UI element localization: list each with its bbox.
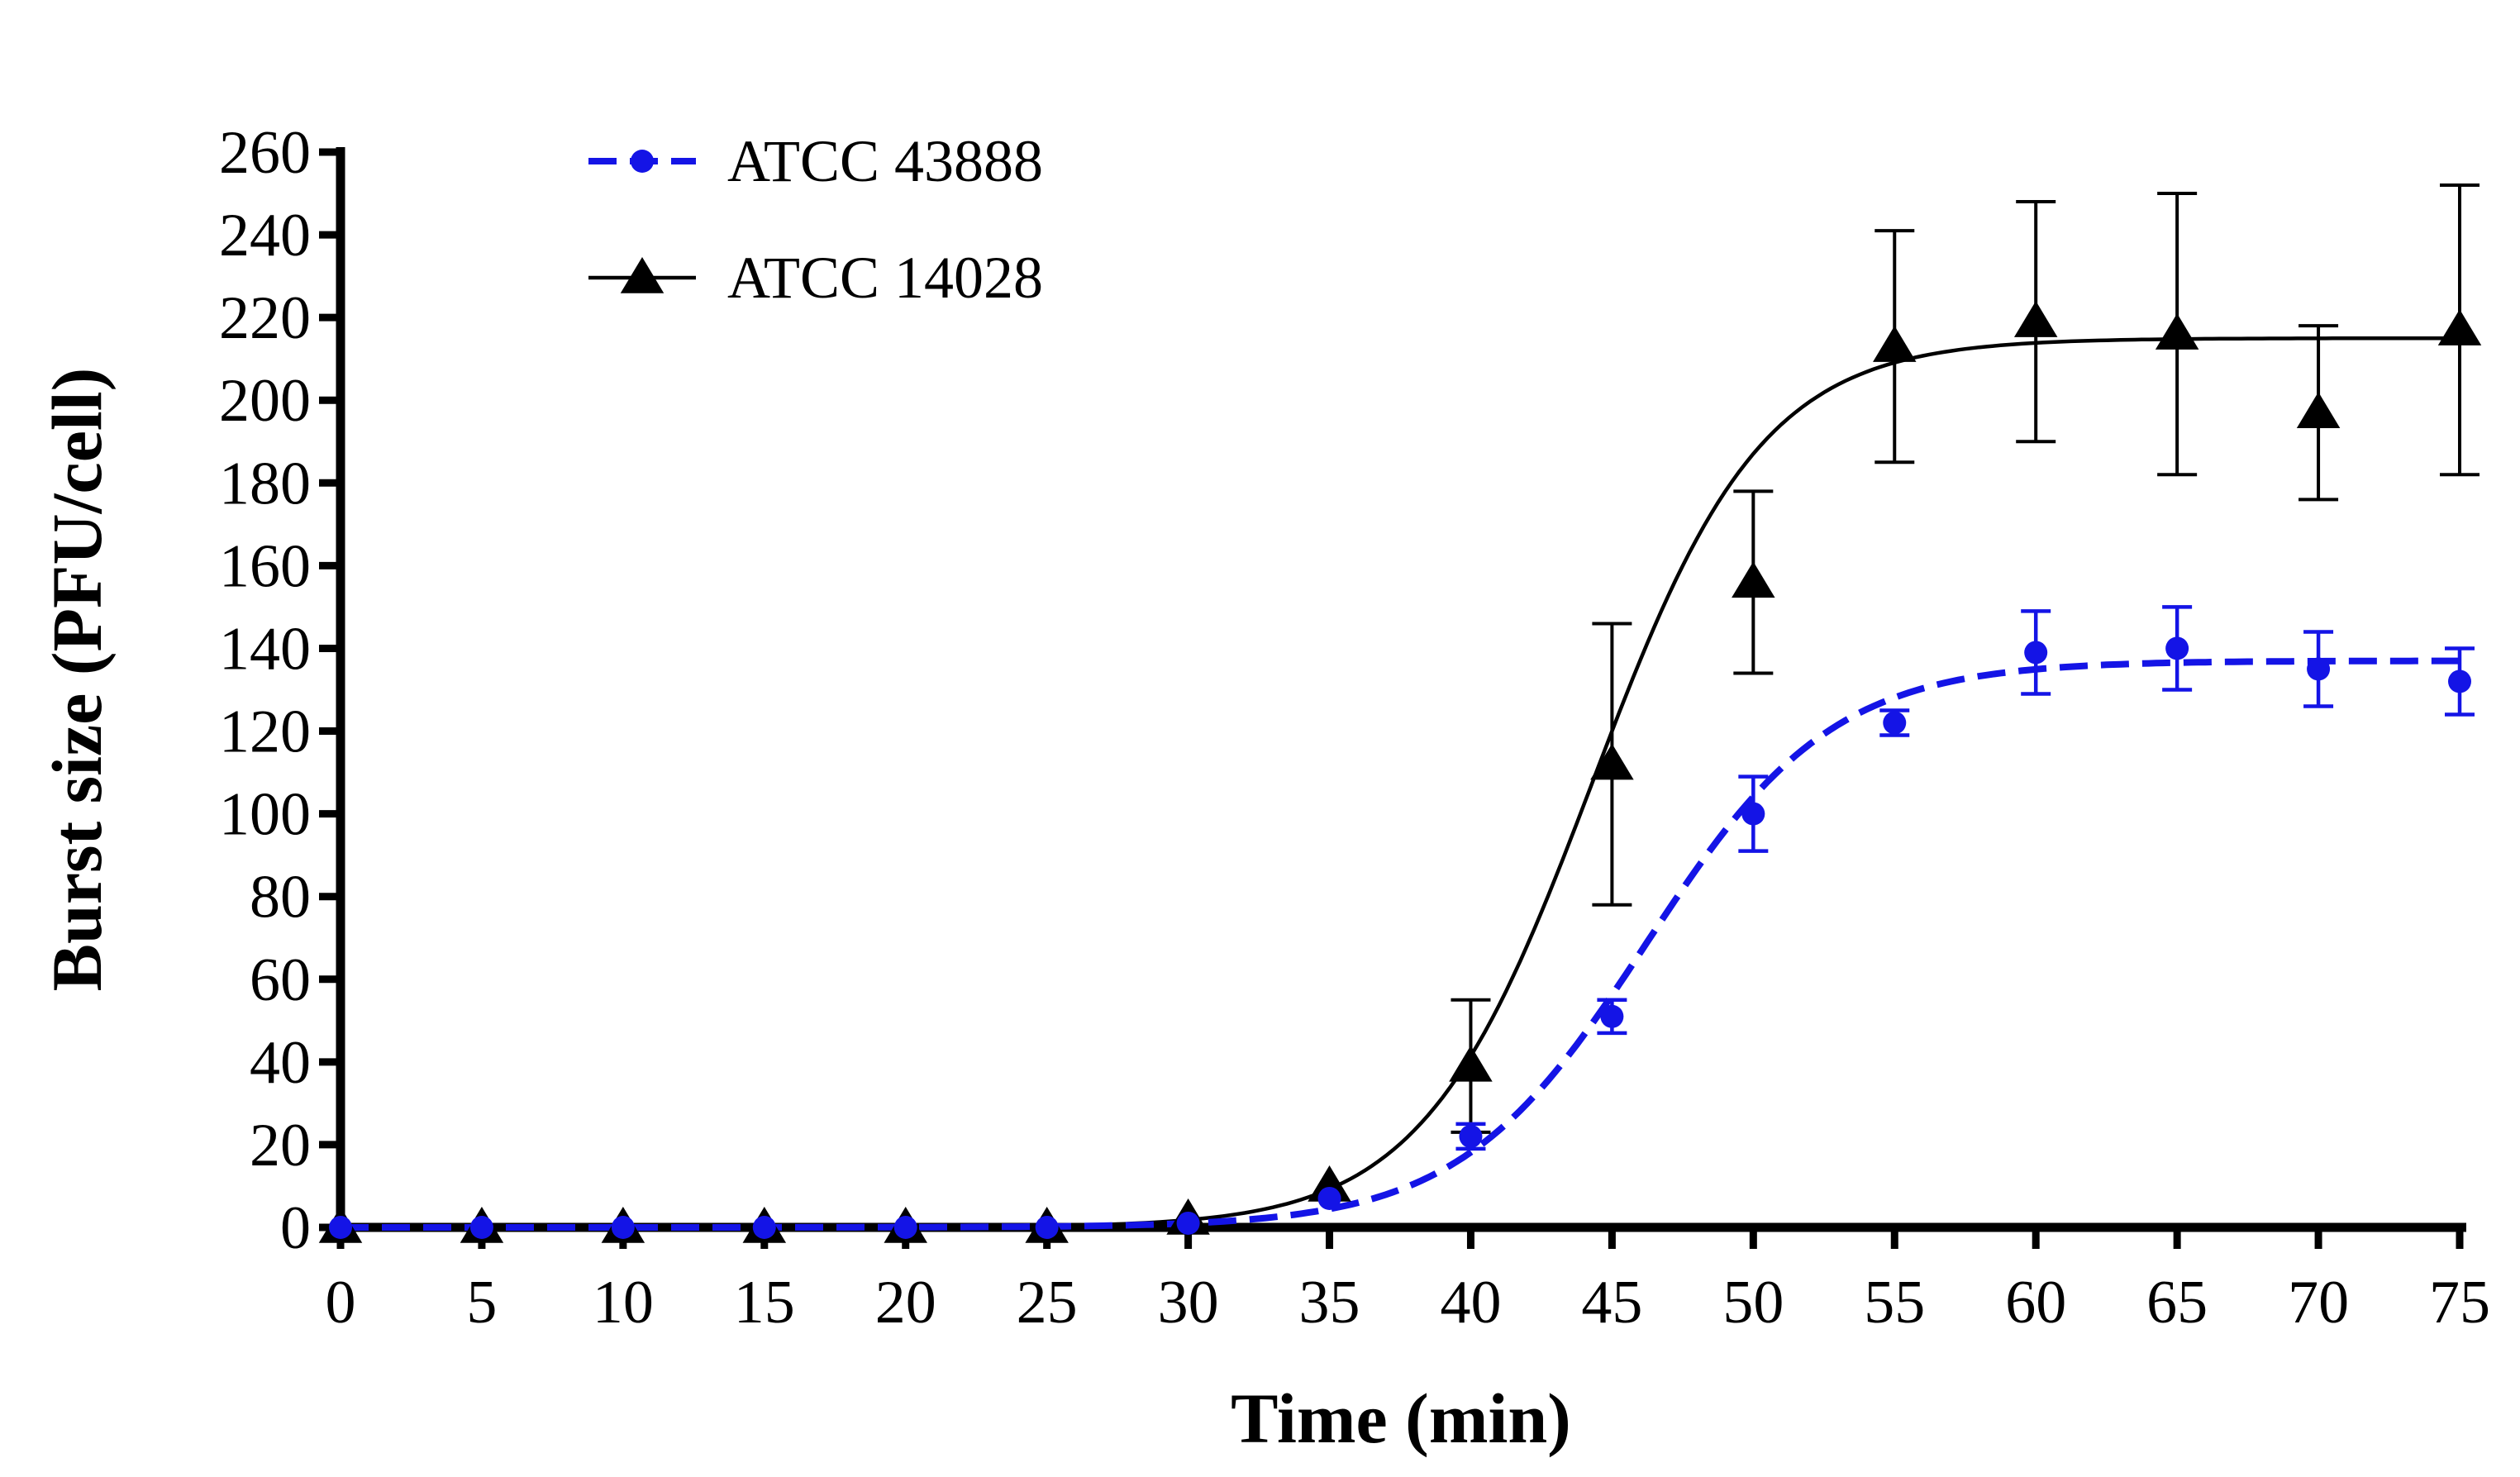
data-point-atcc-43888 bbox=[1176, 1211, 1200, 1235]
y-axis-title: Burst size (PFU/cell) bbox=[37, 368, 117, 992]
data-point-atcc-43888 bbox=[1883, 711, 1907, 735]
data-point-atcc-43888 bbox=[469, 1216, 493, 1239]
x-tick-label: 5 bbox=[466, 1269, 497, 1336]
x-tick-label: 30 bbox=[1158, 1269, 1219, 1336]
y-tick-label: 140 bbox=[219, 615, 311, 683]
x-tick-label: 50 bbox=[1722, 1269, 1784, 1336]
data-point-atcc-43888 bbox=[1459, 1124, 1483, 1148]
y-tick-label: 260 bbox=[219, 119, 311, 187]
data-point-atcc-43888 bbox=[1600, 1004, 1624, 1028]
y-tick-label: 100 bbox=[219, 781, 311, 849]
data-point-atcc-43888 bbox=[1035, 1216, 1059, 1239]
x-tick-label: 70 bbox=[2288, 1269, 2349, 1336]
data-point-atcc-14028 bbox=[2437, 309, 2482, 345]
x-tick-label: 0 bbox=[326, 1269, 356, 1336]
x-tick-label: 35 bbox=[1299, 1269, 1360, 1336]
y-tick-label: 200 bbox=[219, 367, 311, 435]
data-point-atcc-14028 bbox=[1590, 743, 1634, 780]
data-point-atcc-43888 bbox=[752, 1216, 776, 1239]
data-point-atcc-43888 bbox=[2165, 636, 2189, 660]
x-tick-label: 10 bbox=[593, 1269, 654, 1336]
data-point-atcc-14028 bbox=[1308, 1165, 1351, 1202]
x-tick-label: 20 bbox=[875, 1269, 936, 1336]
x-tick-label: 65 bbox=[2146, 1269, 2208, 1336]
data-point-atcc-43888 bbox=[2307, 657, 2331, 681]
data-point-atcc-14028 bbox=[2013, 301, 2058, 337]
data-point-atcc-43888 bbox=[1741, 802, 1765, 826]
data-point-atcc-43888 bbox=[1317, 1186, 1341, 1210]
y-tick-label: 180 bbox=[219, 450, 311, 517]
y-tick-label: 40 bbox=[250, 1029, 311, 1097]
data-point-atcc-43888 bbox=[329, 1216, 352, 1239]
x-tick-label: 55 bbox=[1864, 1269, 1925, 1336]
data-point-atcc-14028 bbox=[2296, 392, 2341, 428]
y-tick-label: 160 bbox=[219, 532, 311, 600]
y-tick-label: 240 bbox=[219, 202, 311, 269]
axes: 0 20 40 60 80 100 120 140 160 180 200 220 240 260 0 5 10… bbox=[219, 119, 2490, 1336]
data-point-atcc-43888 bbox=[2024, 641, 2048, 665]
data-point-atcc-43888 bbox=[611, 1216, 635, 1239]
fit-curves bbox=[341, 336, 2460, 1231]
legend: ATCC 43888 ATCC 14028 bbox=[588, 128, 1043, 311]
legend-entry-atcc-14028: ATCC 14028 bbox=[588, 245, 1043, 311]
x-tick-label: 40 bbox=[1440, 1269, 1501, 1336]
data-point-atcc-14028 bbox=[2155, 313, 2199, 350]
data-point-atcc-14028 bbox=[1449, 1045, 1493, 1082]
x-tick-label: 15 bbox=[734, 1269, 795, 1336]
x-tick-label: 75 bbox=[2429, 1269, 2490, 1336]
data-point-atcc-43888 bbox=[893, 1216, 917, 1239]
data-point-atcc-43888 bbox=[2448, 669, 2471, 693]
x-tick-label: 25 bbox=[1017, 1269, 1078, 1336]
fit-curve-atcc-43888 bbox=[341, 657, 2460, 1231]
y-tick-label: 20 bbox=[250, 1112, 311, 1179]
x-axis-title: Time (min) bbox=[1231, 1379, 1571, 1458]
legend-marker bbox=[631, 150, 654, 173]
data-point-atcc-14028 bbox=[1732, 561, 1775, 598]
x-tick-label: 45 bbox=[1581, 1269, 1642, 1336]
x-tick-label: 60 bbox=[2005, 1269, 2066, 1336]
legend-entry-atcc-43888: ATCC 43888 bbox=[588, 128, 1043, 194]
fit-curve-atcc-14028 bbox=[341, 336, 2460, 1230]
y-tick-label: 80 bbox=[250, 864, 311, 931]
y-tick-label: 120 bbox=[219, 698, 311, 766]
data-point-atcc-14028 bbox=[1873, 326, 1917, 362]
legend-label: ATCC 43888 bbox=[727, 128, 1043, 194]
y-tick-label: 60 bbox=[250, 946, 311, 1014]
y-tick-label: 0 bbox=[280, 1194, 311, 1262]
legend-marker bbox=[620, 257, 665, 293]
y-tick-label: 220 bbox=[219, 284, 311, 352]
legend-label: ATCC 14028 bbox=[727, 245, 1043, 311]
data-points bbox=[318, 301, 2482, 1243]
